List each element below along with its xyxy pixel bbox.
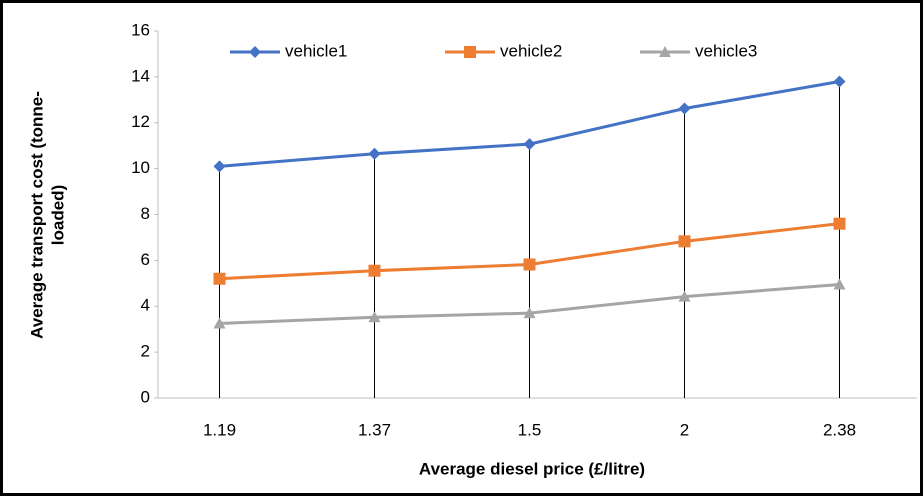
marker [523,307,536,319]
marker [678,102,691,115]
x-tick-label: 2.38 [823,420,856,439]
legend-label: vehicle3 [695,41,757,60]
marker [523,138,536,151]
marker [213,317,226,329]
y-tick-label: 6 [141,250,150,269]
marker [464,46,476,58]
marker [368,264,381,277]
x-tick-label: 2 [680,420,689,439]
y-axis-title: Average transport cost (tonne- loaded) [27,91,67,339]
y-tick-label: 8 [141,204,150,223]
legend-label: vehicle1 [285,41,347,60]
marker [213,160,226,173]
y-tick-label: 2 [141,342,150,361]
y-tick-label: 14 [131,66,150,85]
marker [833,75,846,88]
marker [678,235,691,248]
y-tick-label: 0 [141,387,150,406]
x-tick-label: 1.5 [518,420,542,439]
legend-label: vehicle2 [500,41,562,60]
x-axis-title: Average diesel price (£/litre) [419,459,645,478]
y-tick-label: 12 [131,112,150,131]
y-axis-title-line: loaded) [48,185,67,245]
y-axis-title-line: Average transport cost (tonne- [27,91,46,339]
y-tick-label: 4 [141,296,150,315]
marker [659,46,671,57]
marker [368,311,381,323]
y-tick-label: 10 [131,158,150,177]
marker [368,147,381,160]
marker [249,46,261,58]
x-tick-label: 1.37 [358,420,391,439]
marker [523,258,536,271]
marker [213,272,226,285]
marker [678,290,691,302]
marker [833,217,846,230]
y-tick-label: 16 [131,20,150,39]
x-tick-label: 1.19 [203,420,236,439]
marker [833,278,846,290]
